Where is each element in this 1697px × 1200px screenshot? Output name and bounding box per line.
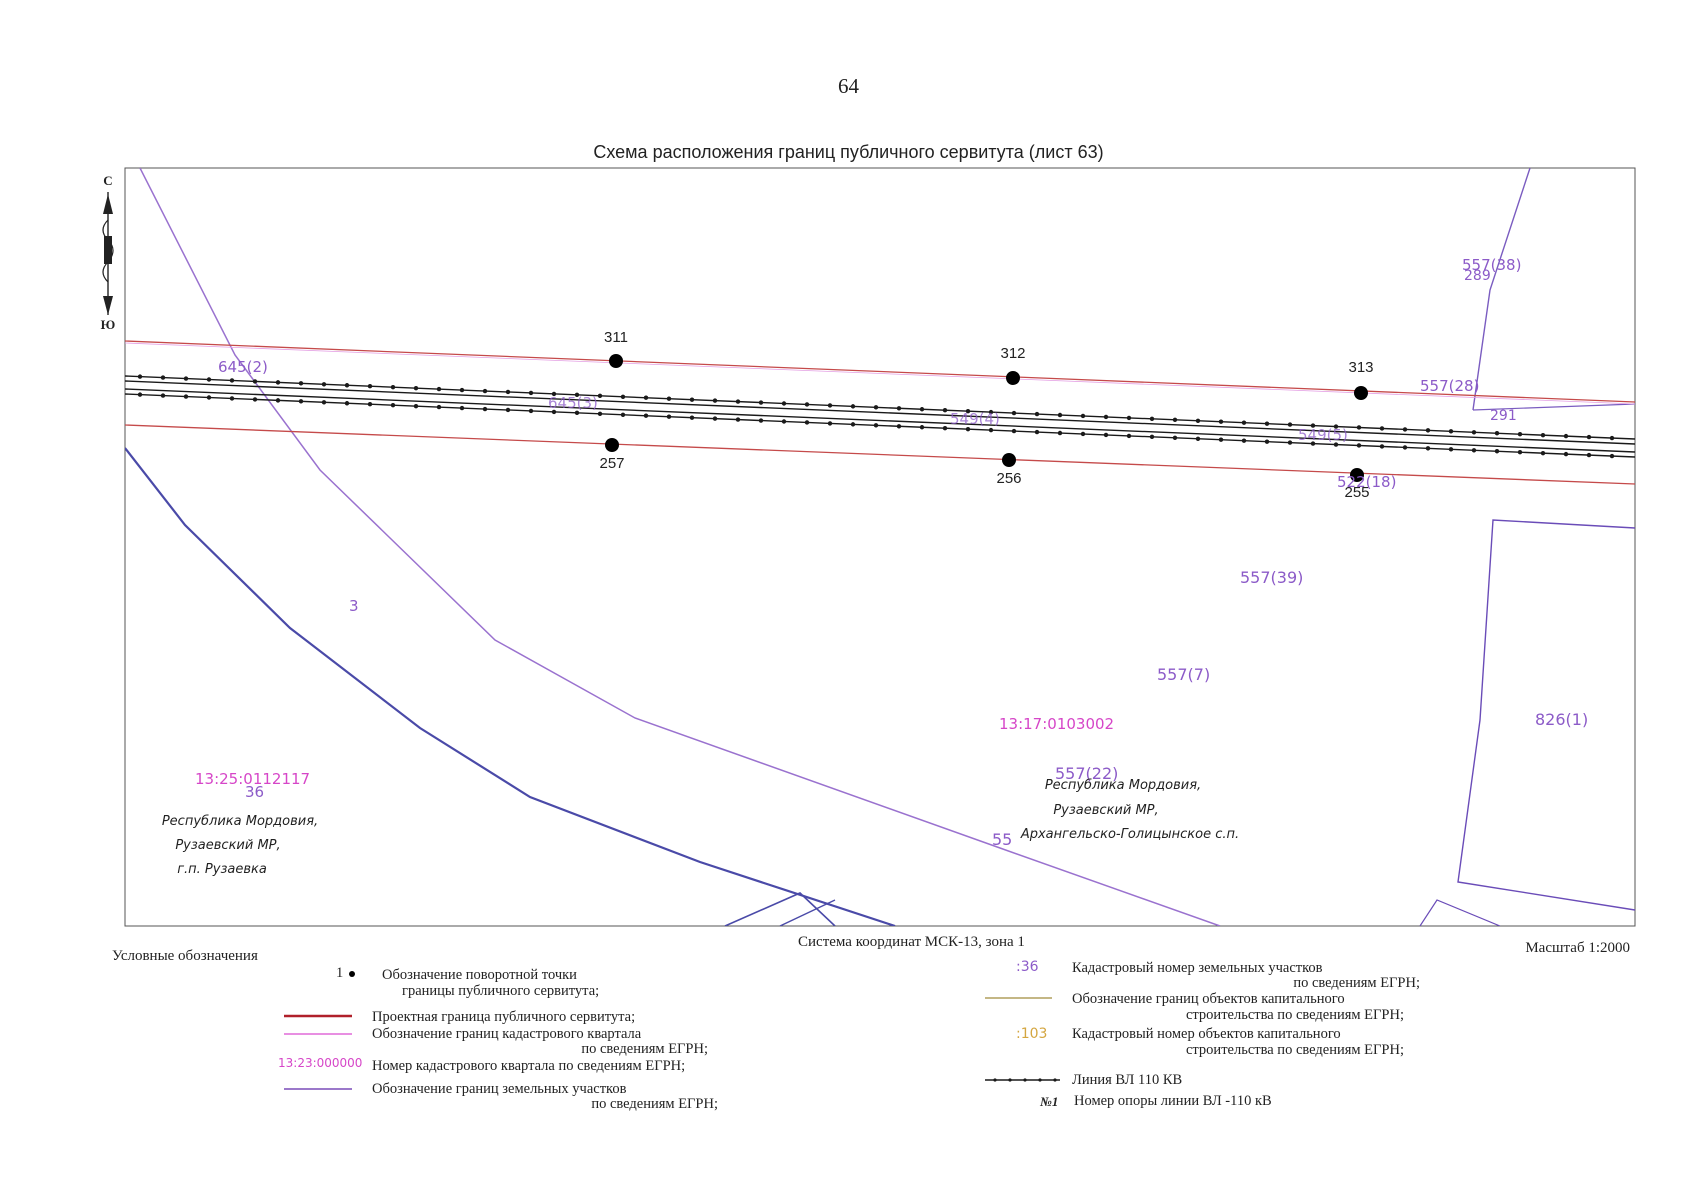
turning-point-255[interactable] (1350, 468, 1364, 482)
parcel-label-557-39: 557(39) (1240, 568, 1303, 587)
parcel-boundary-right-lower (1457, 519, 1635, 911)
parcel-label-557-22: 557(22) (1055, 764, 1118, 783)
parcel-labels: 645(2) 645(3) 549(4) 549(5) 557(38) 289 … (195, 256, 1588, 849)
parcel-boundary-right-mid (1472, 403, 1635, 411)
page-number: 64 (838, 74, 859, 98)
legend-capital-text-2: строительства по сведениям ЕГРН; (1185, 1007, 1404, 1023)
legend-point-icon (349, 971, 355, 977)
point-label-255: 255 (1344, 484, 1369, 501)
legend-parcel-number-text-1: Кадастровый номер земельных участков (1072, 960, 1323, 976)
quarter-boundary-north (125, 342, 1635, 405)
turning-point-256[interactable] (1002, 453, 1016, 467)
parcel-label-522-18: 522(18) (1337, 473, 1396, 491)
power-line-110kv (125, 374, 1635, 459)
parcel-label-291: 291 (1490, 408, 1517, 424)
parcel-boundary-right-corner (1419, 899, 1501, 926)
parcel-boundary-dark-3 (779, 899, 836, 926)
admin-right-2: Рузаевский МР, (1053, 803, 1158, 818)
legend-parcel-text-1: Обозначение границ земельных участков (372, 1081, 627, 1097)
legend-servitude-text: Проектная граница публичного сервитута; (372, 1009, 636, 1025)
point-label-311: 311 (604, 329, 628, 346)
parcel-boundary-right-top (1472, 168, 1531, 411)
parcel-label-3: 3 (349, 597, 359, 615)
parcel-boundary-diagonal (139, 168, 1221, 926)
parcel-label-36: 36 (245, 783, 264, 801)
map-frame (124, 167, 1636, 927)
parcel-boundary-dark-2 (724, 892, 836, 926)
turning-point-257[interactable] (605, 438, 619, 452)
legend-power-line-text: Линия ВЛ 110 КВ (1072, 1072, 1183, 1088)
parcel-label-557-28: 557(28) (1420, 377, 1479, 395)
parcel-label-826-1: 826(1) (1535, 710, 1588, 729)
servitude-boundary-north (125, 340, 1635, 403)
point-label-257: 257 (599, 455, 624, 472)
legend-capital-text-1: Обозначение границ объектов капитального (1072, 991, 1345, 1007)
legend-parcel-text-2: по сведениям ЕГРН; (591, 1096, 718, 1112)
legend-turning-point-2: границы публичного сервитута; (402, 983, 600, 999)
legend-capital-number-text-1: Кадастровый номер объектов капитального (1072, 1026, 1341, 1042)
legend-quarter-number-sample: 13:23:000000 (278, 1056, 363, 1070)
point-label-256: 256 (996, 470, 1021, 487)
parcel-label-289: 289 (1464, 268, 1491, 284)
turning-point-311[interactable] (609, 354, 623, 368)
south-label: Ю (101, 317, 116, 332)
admin-right-3: Архангельско-Голицынское с.п. (1020, 827, 1239, 842)
legend-quarter-number-text: Номер кадастрового квартала по сведениям… (372, 1058, 686, 1074)
coordinate-system: Система координат МСК-13, зона 1 (798, 934, 1025, 950)
quarter-label-13-17: 13:17:0103002 (999, 715, 1114, 733)
turning-point-312[interactable] (1006, 371, 1020, 385)
legend-pole-sample: №1 (1040, 1094, 1059, 1109)
admin-left-3: г.п. Рузаевка (177, 862, 267, 877)
map-title: Схема расположения границ публичного сер… (593, 142, 1104, 162)
legend-heading: Условные обозначения (112, 948, 258, 964)
parcel-label-557-7: 557(7) (1157, 665, 1210, 684)
point-label-312: 312 (1000, 345, 1025, 362)
parcel-label-55: 55 (992, 830, 1012, 849)
admin-right-1: Республика Мордовия, (1045, 778, 1201, 793)
map-scale: Масштаб 1:2000 (1525, 940, 1630, 956)
north-arrow-head-icon (103, 194, 113, 214)
point-label-313: 313 (1348, 359, 1373, 376)
legend-quarter-text-2: по сведениям ЕГРН; (581, 1041, 708, 1057)
parcel-label-549-5: 549(5) (1298, 426, 1348, 444)
north-arrow: С Ю (101, 173, 116, 332)
admin-left-2: Рузаевский МР, (175, 838, 280, 853)
turning-points: 311 312 313 257 256 255 (599, 329, 1373, 501)
legend-symbols (284, 971, 1060, 1090)
quarter-label-13-25: 13:25:0112117 (195, 770, 310, 788)
north-label: С (103, 173, 112, 188)
parcel-boundary-dark (125, 447, 896, 926)
legend-parcel-number-sample: :36 (1016, 959, 1039, 975)
map-content (125, 168, 1635, 926)
parcel-label-549-4: 549(4) (950, 410, 1000, 428)
admin-left-1: Республика Мордовия, (162, 814, 318, 829)
legend-capital-number-text-2: строительства по сведениям ЕГРН; (1185, 1042, 1404, 1058)
admin-labels: Республика Мордовия, Рузаевский МР, г.п.… (162, 778, 1239, 877)
legend-quarter-text-1: Обозначение границ кадастрового квартала (372, 1026, 642, 1042)
parcel-label-557-38: 557(38) (1462, 256, 1521, 274)
parcel-label-645-3: 645(3) (548, 394, 598, 412)
servitude-boundary-south (125, 424, 1635, 485)
turning-point-313[interactable] (1354, 386, 1368, 400)
parcel-label-645-2: 645(2) (218, 358, 268, 376)
legend-pole-text: Номер опоры линии ВЛ -110 кВ (1074, 1093, 1272, 1109)
legend-turning-point-1: Обозначение поворотной точки (382, 967, 577, 983)
compass-icon (104, 236, 112, 264)
legend-capital-number-sample: :103 (1016, 1026, 1048, 1042)
legend-parcel-number-text-2: по сведениям ЕГРН; (1293, 975, 1420, 991)
legend-point-sample: 1 (336, 965, 344, 981)
